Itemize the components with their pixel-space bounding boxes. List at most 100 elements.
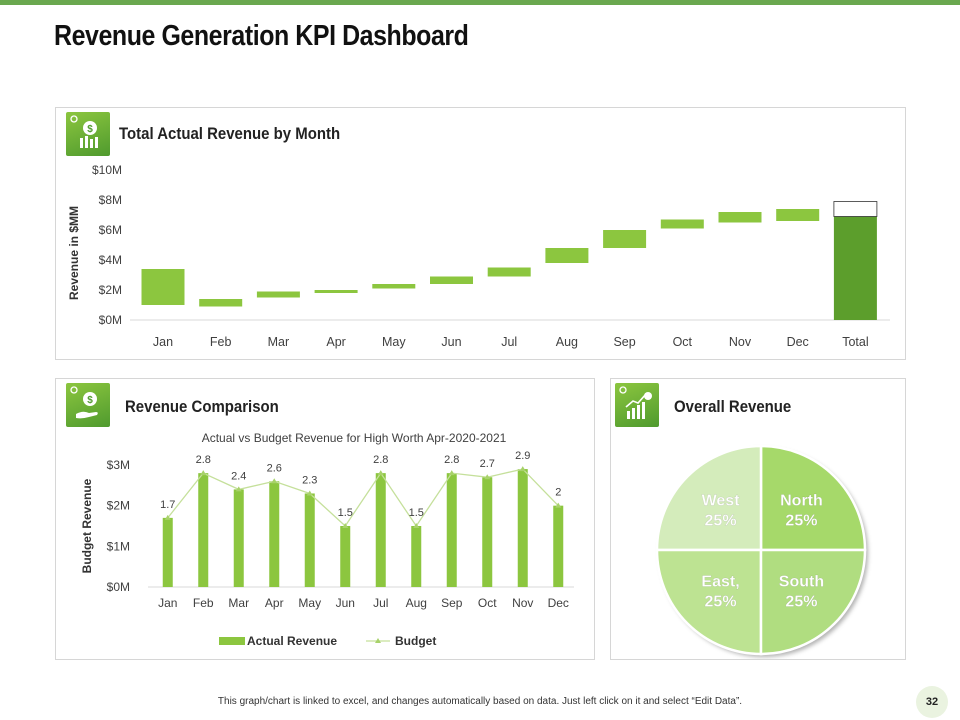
y-tick-label: $2M	[99, 283, 122, 297]
x-tick-label: Nov	[512, 596, 533, 610]
actual-revenue-bar	[162, 517, 173, 587]
x-tick-label: Jul	[501, 335, 517, 349]
data-label: 2.6	[267, 462, 282, 474]
x-tick-label: Sep	[613, 335, 635, 349]
legend-label-budget: Budget	[395, 634, 436, 648]
monthly-panel-title: Total Actual Revenue by Month	[119, 124, 341, 143]
budget-point	[413, 523, 420, 528]
x-tick-label: Sep	[441, 596, 463, 610]
revenue-comparison-panel: $ Revenue Comparison Actual vs Budget Re…	[55, 378, 595, 660]
budget-point	[200, 470, 207, 476]
pie-slice-south	[759, 548, 867, 656]
total-bar-cap	[833, 201, 878, 217]
pie-slice-west	[655, 444, 763, 552]
x-tick-label: Jun	[441, 335, 461, 349]
y-tick-label: $6M	[99, 223, 122, 237]
waterfall-bar	[660, 219, 704, 229]
data-label: 1.5	[409, 507, 424, 519]
waterfall-bar	[314, 290, 358, 293]
pie-slice-percent: 25%	[705, 593, 737, 610]
data-label: 2.7	[480, 458, 495, 470]
waterfall-bar	[256, 291, 300, 298]
budget-point	[377, 470, 384, 476]
data-label: 2.8	[196, 454, 211, 466]
pie-slice-north	[759, 444, 867, 552]
y-tick-label: $8M	[99, 193, 122, 207]
revenue-comparison-chart: Actual vs Budget Revenue for High Worth …	[80, 431, 574, 648]
x-tick-label: Total	[842, 335, 868, 349]
x-tick-label: Aug	[556, 335, 578, 349]
y-axis-label: Revenue in $MM	[67, 206, 81, 300]
actual-revenue-bar	[304, 493, 315, 587]
x-tick-label: Apr	[326, 335, 345, 349]
actual-revenue-bar	[233, 489, 244, 587]
data-label: 2.4	[231, 470, 246, 482]
y-tick-label: $4M	[99, 253, 122, 267]
overall-revenue-panel: Overall Revenue North 25% West 25% East, 25% S…	[610, 378, 906, 660]
y-tick-label: $10M	[92, 163, 122, 177]
x-tick-label: Aug	[406, 596, 427, 610]
y-tick-label: $3M	[107, 458, 130, 472]
data-label: 1.5	[338, 507, 353, 519]
x-tick-label: Apr	[265, 596, 284, 610]
actual-revenue-bar	[446, 473, 457, 587]
x-tick-label: Feb	[193, 596, 214, 610]
waterfall-bar	[718, 212, 762, 223]
hand-money-icon: $	[66, 383, 110, 427]
x-tick-label: Dec	[548, 596, 569, 610]
page-number: 32	[916, 686, 948, 718]
pie-slice-east	[655, 548, 763, 656]
legend-label-actual: Actual Revenue	[247, 634, 337, 648]
y-tick-label: $2M	[107, 499, 130, 513]
actual-revenue-bar	[482, 477, 493, 587]
actual-revenue-bar	[517, 469, 528, 587]
x-tick-label: Feb	[210, 335, 232, 349]
y-tick-label: $0M	[107, 580, 130, 594]
budget-point	[271, 478, 278, 484]
actual-revenue-bar	[340, 526, 351, 587]
x-tick-label: Nov	[729, 335, 752, 349]
pie-slice-percent: 25%	[705, 513, 737, 530]
total-bar	[833, 216, 877, 320]
svg-text:$: $	[87, 395, 93, 406]
footnote: This graph/chart is linked to excel, and…	[217, 696, 743, 707]
budget-point	[235, 486, 242, 492]
y-tick-label: $0M	[99, 313, 122, 327]
legend-marker-budget	[375, 638, 381, 643]
monthly-revenue-chart: $0M $2M $4M $6M $8M $10M Revenue in $MM Jan Feb M…	[67, 163, 890, 349]
x-tick-label: Dec	[787, 335, 809, 349]
waterfall-bar	[141, 269, 185, 305]
overall-revenue-pie-chart: North 25% West 25% East, 25% South 25%	[655, 444, 867, 656]
x-tick-label: Jul	[373, 596, 388, 610]
legend-swatch-actual	[219, 637, 245, 645]
y-axis-label: Budget Revenue	[80, 478, 94, 573]
waterfall-bar	[487, 267, 531, 277]
actual-revenue-bar	[198, 473, 209, 587]
svg-text:$: $	[87, 124, 93, 135]
budget-point	[342, 523, 349, 528]
x-tick-label: Mar	[268, 335, 290, 349]
overall-panel-title: Overall Revenue	[674, 397, 792, 416]
x-tick-label: Oct	[478, 596, 497, 610]
actual-revenue-bar	[375, 473, 386, 587]
x-tick-label: Jan	[153, 335, 173, 349]
budget-point	[306, 490, 313, 496]
actual-revenue-bar	[553, 505, 564, 587]
pie-slice-percent: 25%	[785, 593, 817, 610]
data-label: 2.9	[515, 450, 530, 462]
x-tick-label: Mar	[228, 596, 249, 610]
growth-chart-icon	[615, 383, 659, 427]
waterfall-bar	[545, 248, 589, 263]
data-label: 1.7	[160, 499, 175, 511]
pie-slice-percent: 25%	[785, 513, 817, 530]
budget-point	[555, 502, 562, 508]
pie-slice-label: East,	[701, 573, 739, 590]
waterfall-bar	[776, 209, 820, 221]
actual-revenue-bar	[269, 481, 280, 587]
waterfall-bar	[603, 230, 647, 248]
comparison-panel-title: Revenue Comparison	[125, 397, 279, 416]
pie-slice-label: North	[780, 493, 823, 510]
page-title: Revenue Generation KPI Dashboard	[54, 20, 469, 52]
y-tick-label: $1M	[107, 539, 130, 553]
x-tick-label: Jun	[336, 596, 355, 610]
